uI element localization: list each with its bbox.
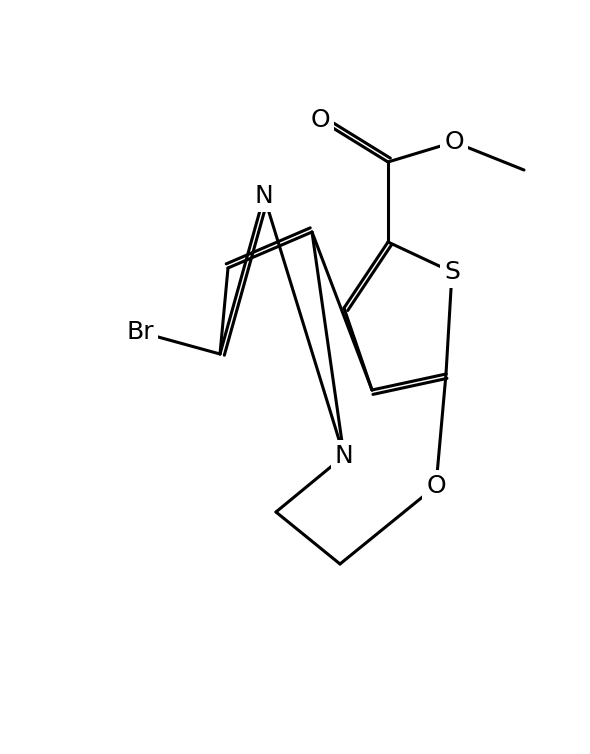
Text: O: O [310, 108, 330, 132]
Text: S: S [444, 260, 460, 284]
Text: N: N [335, 444, 353, 468]
Text: Br: Br [126, 320, 154, 344]
Text: O: O [426, 474, 446, 498]
Text: N: N [255, 184, 273, 208]
Text: O: O [444, 130, 464, 154]
